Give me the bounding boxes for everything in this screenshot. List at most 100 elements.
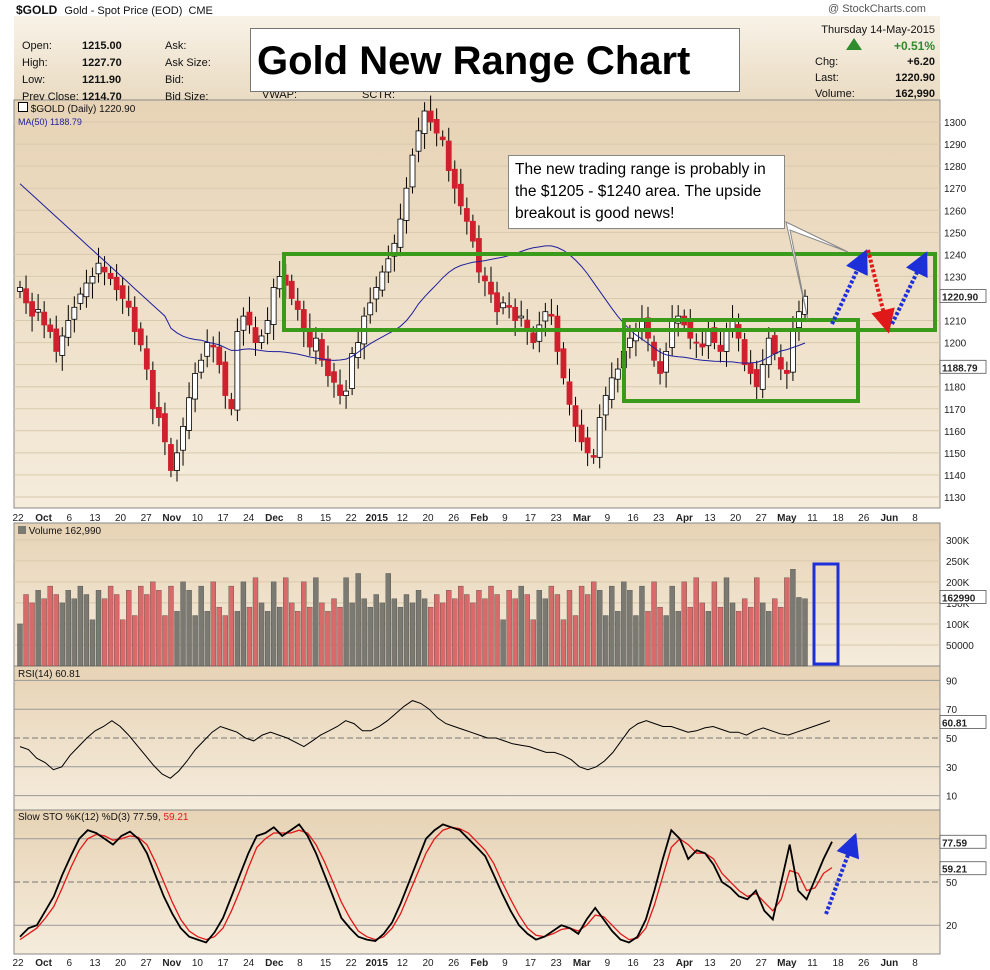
volume-bar bbox=[65, 590, 71, 667]
rsi-tick-label: 70 bbox=[946, 705, 958, 716]
axis-ticks: 1130114011501160117011801190120012101220… bbox=[12, 118, 987, 969]
candle-body bbox=[463, 208, 470, 222]
x-tick-label: Apr bbox=[676, 513, 693, 524]
candle-body bbox=[125, 300, 132, 308]
x-tick-label: Jun bbox=[880, 513, 898, 524]
x-tick-label-bottom: 22 bbox=[12, 958, 24, 969]
volume-bar bbox=[222, 615, 228, 667]
volume-bar bbox=[802, 598, 808, 667]
volume-bar bbox=[488, 585, 494, 667]
candle-body bbox=[174, 452, 180, 471]
x-tick-label: 27 bbox=[756, 513, 768, 524]
x-tick-label-bottom: Mar bbox=[573, 958, 591, 969]
volume-bar bbox=[29, 602, 35, 667]
volume-bar bbox=[687, 606, 693, 667]
rsi-tick-label: 90 bbox=[946, 676, 958, 687]
volume-bar bbox=[566, 590, 573, 667]
volume-bar bbox=[669, 585, 675, 667]
stat-bid-size: Bid Size: bbox=[165, 91, 209, 103]
price-legend: $GOLD (Daily) 1220.90 MA(50) 1188.79 bbox=[18, 102, 135, 128]
symbol: $GOLD bbox=[16, 3, 58, 17]
x-tick-label: 23 bbox=[653, 513, 665, 524]
price-tick-label: 1200 bbox=[944, 339, 967, 350]
volume-bar bbox=[627, 590, 633, 667]
volume-bar bbox=[518, 585, 524, 667]
volume-bar bbox=[385, 573, 391, 667]
price-panel bbox=[13, 99, 941, 509]
volume-bar bbox=[246, 606, 253, 667]
x-tick-label: 12 bbox=[397, 513, 409, 524]
candle-body bbox=[626, 337, 633, 348]
candle-body bbox=[445, 140, 452, 171]
price-legend-ma: MA(50) 1188.79 bbox=[18, 117, 82, 127]
volume-bar bbox=[766, 611, 772, 667]
volume-bar bbox=[234, 611, 241, 667]
volume-tick-label: 100K bbox=[946, 620, 970, 631]
volume-bar bbox=[717, 606, 724, 667]
symbol-line: $GOLD Gold - Spot Price (EOD) CME bbox=[16, 3, 213, 17]
x-tick-label: 20 bbox=[115, 513, 127, 524]
sto-k-last-label: 77.59 bbox=[942, 838, 967, 849]
candle-body bbox=[790, 331, 796, 373]
stat-high: High: 1227.70 bbox=[22, 57, 122, 69]
x-tick-label-bottom: 20 bbox=[730, 958, 742, 969]
x-tick-label: 13 bbox=[89, 513, 101, 524]
volume-bar bbox=[180, 581, 186, 667]
volume-bar bbox=[77, 585, 84, 667]
volume-bar bbox=[784, 577, 790, 667]
exchange: CME bbox=[188, 5, 213, 17]
candle-body bbox=[143, 348, 150, 370]
sto-legend: Slow STO %K(12) %D(3) 77.59, 59.21 bbox=[18, 812, 189, 823]
up-triangle-icon bbox=[846, 38, 862, 50]
candle-body bbox=[560, 348, 567, 379]
volume-bar bbox=[331, 598, 337, 667]
change-pct: +0.51% bbox=[893, 39, 935, 53]
volume-bar bbox=[397, 606, 404, 667]
volume-bar bbox=[120, 619, 126, 667]
volume-bar bbox=[603, 615, 609, 667]
candle-body bbox=[204, 342, 211, 357]
rsi-tick-label: 10 bbox=[946, 792, 958, 803]
candle-body bbox=[343, 390, 349, 396]
volume-bar bbox=[446, 590, 452, 667]
price-tick-label: 1280 bbox=[944, 162, 967, 173]
volume-bar bbox=[210, 581, 216, 667]
x-tick-label: 26 bbox=[858, 513, 870, 524]
stat-ask-size: Ask Size: bbox=[165, 57, 211, 69]
candle-body bbox=[457, 183, 464, 207]
volume-bar bbox=[138, 585, 144, 667]
volume-bar bbox=[645, 611, 651, 667]
x-tick-label: 22 bbox=[346, 513, 358, 524]
stat-sctr: SCTR: bbox=[362, 89, 395, 101]
price-tick-label: 1240 bbox=[944, 250, 967, 261]
candle-body bbox=[397, 218, 404, 248]
stat-vwap: VWAP: bbox=[262, 89, 298, 101]
candle-body bbox=[276, 276, 283, 290]
candle-body bbox=[385, 258, 392, 273]
volume-bar bbox=[639, 585, 645, 667]
candle-body bbox=[294, 300, 301, 310]
candle-body bbox=[403, 187, 410, 221]
volume-bar bbox=[289, 602, 295, 667]
candle-body bbox=[95, 262, 102, 275]
sto-gridlines bbox=[14, 838, 940, 926]
candle-body bbox=[337, 384, 343, 396]
rsi-line bbox=[19, 700, 831, 779]
ma-value-label: 1188.79 bbox=[942, 363, 978, 374]
volume-bar bbox=[53, 594, 59, 667]
candle-body bbox=[264, 320, 271, 334]
candle-body bbox=[29, 301, 35, 317]
candle-body bbox=[349, 353, 356, 389]
range-box-small bbox=[622, 318, 860, 403]
x-tick-label-bottom: 8 bbox=[297, 958, 303, 969]
candle-body bbox=[131, 306, 138, 332]
volume-bar bbox=[452, 598, 458, 667]
volume-bar bbox=[421, 598, 428, 667]
x-tick-label-bottom: 24 bbox=[243, 958, 255, 969]
ma-value-label-box bbox=[939, 359, 987, 374]
candle-body bbox=[669, 320, 676, 348]
volume-bar bbox=[572, 615, 579, 667]
candle-body bbox=[572, 405, 579, 427]
x-tick-label: 9 bbox=[605, 513, 611, 524]
candle-body bbox=[246, 311, 253, 326]
